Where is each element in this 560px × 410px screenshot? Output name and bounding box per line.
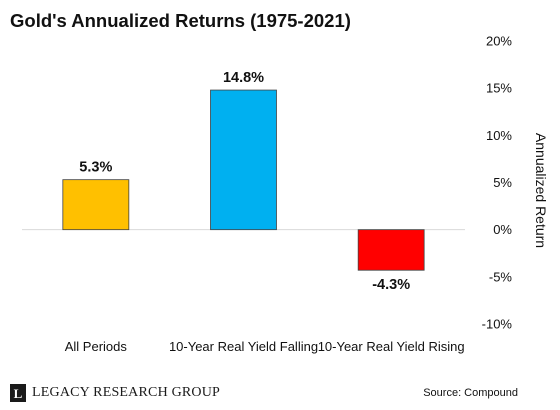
footer: L LEGACY RESEARCH GROUP Source: Compound <box>0 376 560 410</box>
y-tick-label: -10% <box>482 317 513 332</box>
logo-mark-letter: L <box>13 385 23 401</box>
brand-name: LEGACY RESEARCH GROUP <box>32 385 221 400</box>
y-tick-label: 10% <box>486 128 512 143</box>
y-tick-label: 15% <box>486 81 512 96</box>
y-tick-label: 5% <box>493 175 512 190</box>
bar <box>357 229 425 271</box>
data-label: 5.3% <box>79 160 112 176</box>
category-label: 10-Year Real Yield Rising <box>318 339 465 354</box>
plot-area: 20% 15% 10% 5% 0% -5% -10% 5.3% All Periods 14.8%… <box>22 34 513 354</box>
chart-title: Gold's Annualized Returns (1975-2021) <box>10 10 351 31</box>
logo-mark-icon: L <box>10 384 26 402</box>
source-note: Source: Compound <box>423 387 518 399</box>
category-label: 10-Year Real Yield Falling <box>169 339 318 354</box>
y-axis-title: Annualized Return <box>533 133 549 248</box>
bar <box>62 179 130 231</box>
data-label: -4.3% <box>372 277 410 293</box>
y-tick-label: -5% <box>489 269 513 284</box>
bar <box>210 89 277 231</box>
category-label: All Periods <box>65 339 128 354</box>
brand-logo: L LEGACY RESEARCH GROUP <box>10 384 220 402</box>
y-tick-label: 20% <box>486 34 512 49</box>
data-label: 14.8% <box>223 70 264 86</box>
y-tick-label: 0% <box>493 222 512 237</box>
